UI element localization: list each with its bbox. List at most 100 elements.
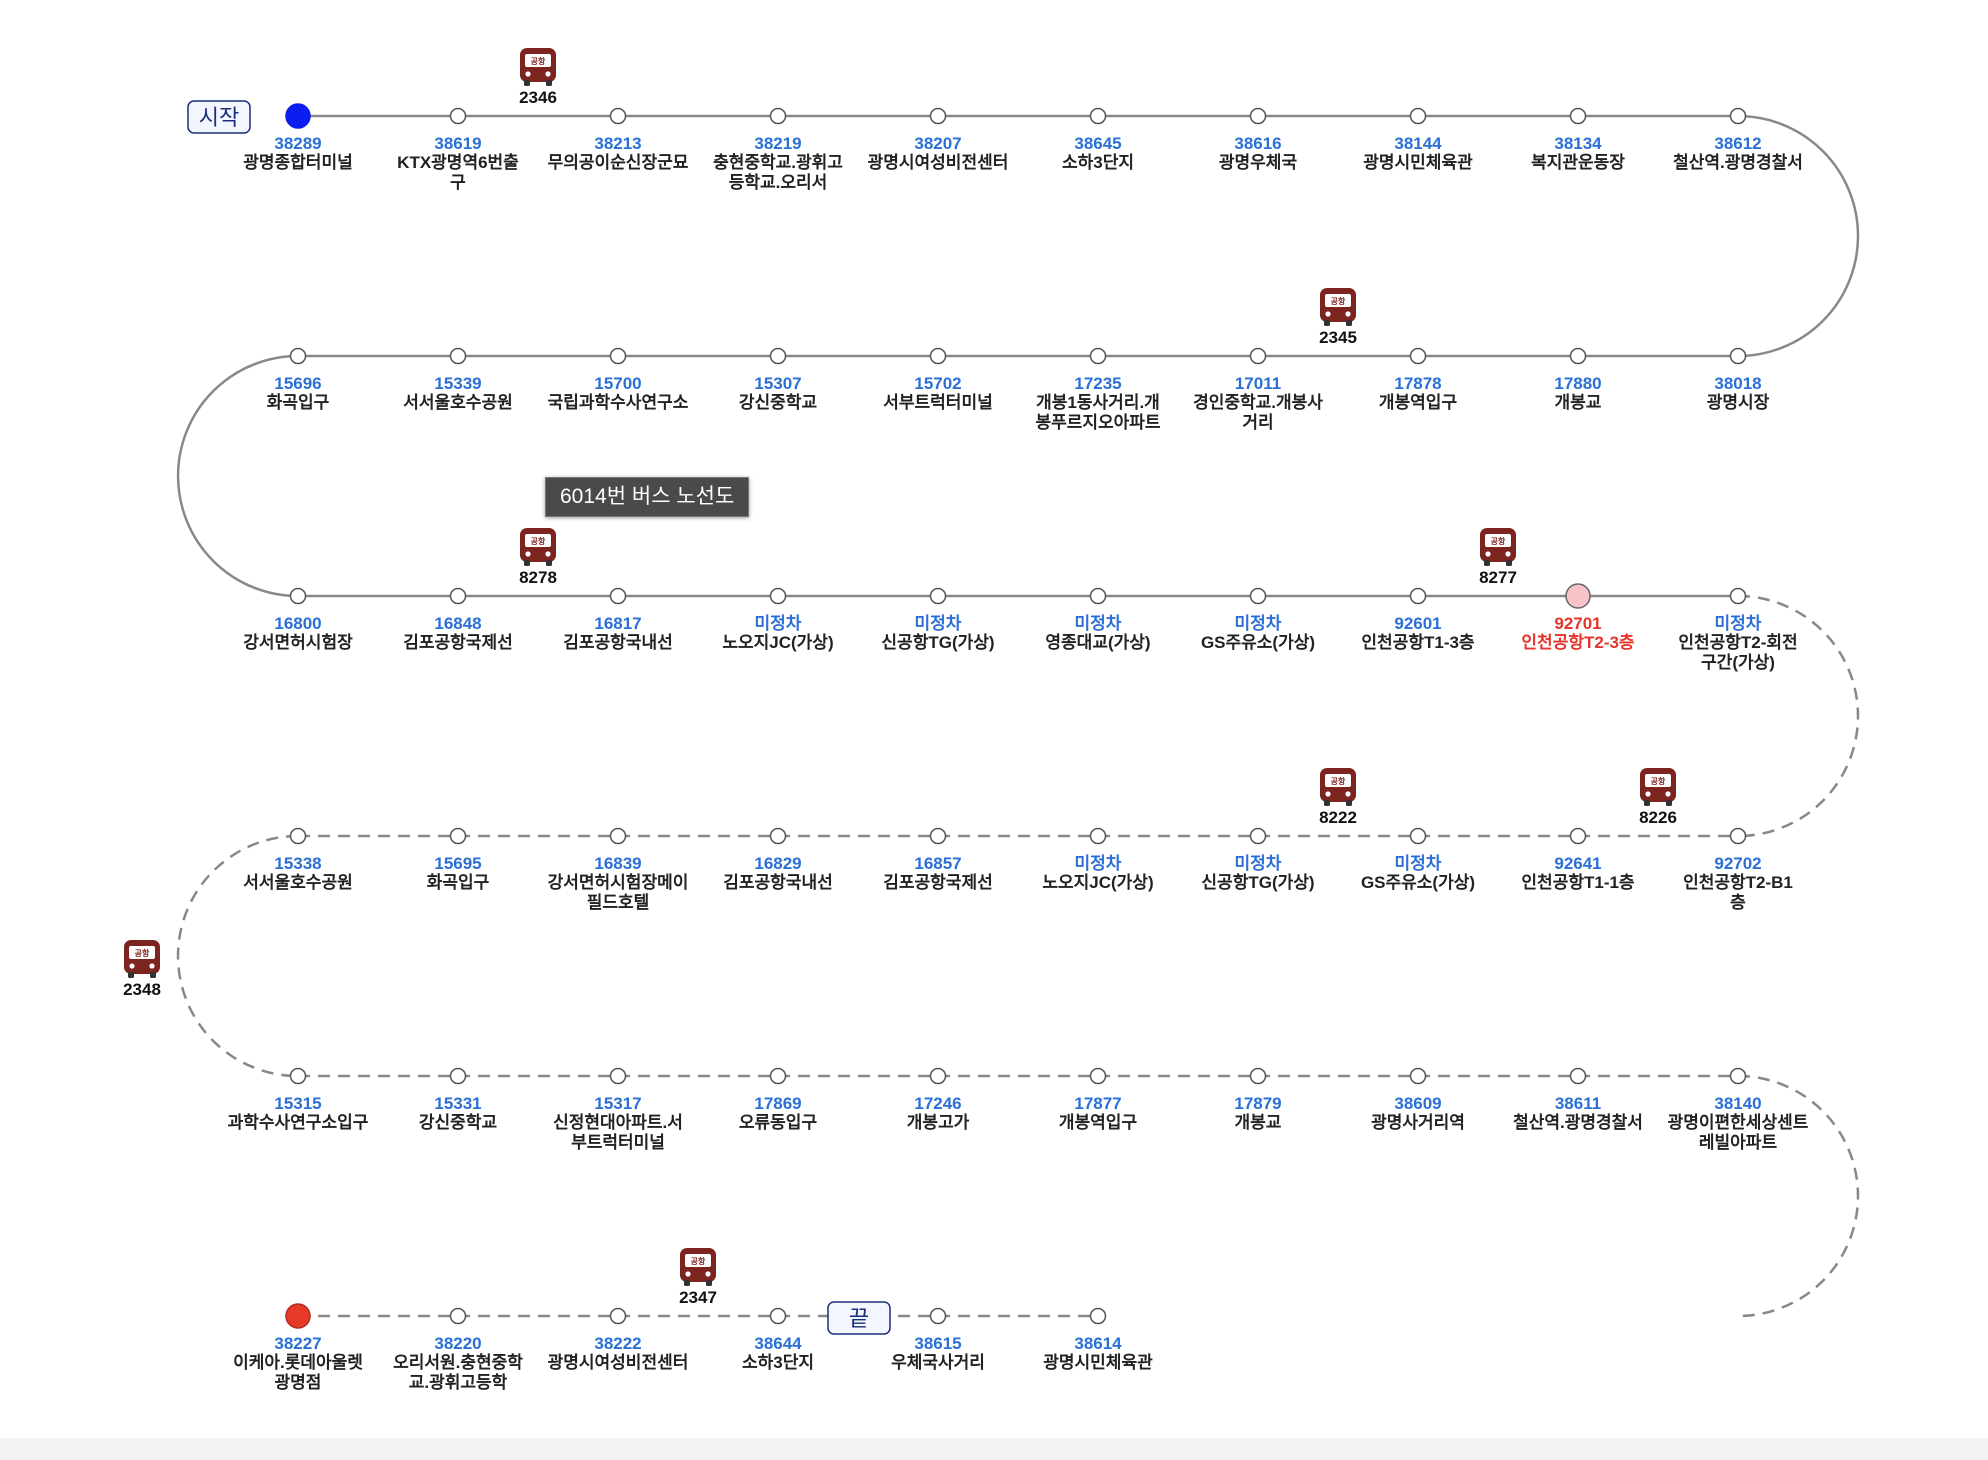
stop-dot[interactable] bbox=[929, 587, 947, 605]
stop-dot[interactable] bbox=[929, 347, 947, 365]
stop-dot[interactable] bbox=[449, 107, 467, 125]
stop-dot[interactable] bbox=[449, 347, 467, 365]
stop-dot[interactable] bbox=[289, 827, 307, 845]
stop-dot[interactable] bbox=[609, 1067, 627, 1085]
bus-marker[interactable]: 공항 8278 bbox=[519, 528, 557, 587]
stop-dot[interactable] bbox=[1249, 587, 1267, 605]
stop-dot[interactable] bbox=[1249, 827, 1267, 845]
stop-dot[interactable] bbox=[609, 107, 627, 125]
stop-dot[interactable] bbox=[769, 827, 787, 845]
stop-dot[interactable] bbox=[769, 1067, 787, 1085]
stop-dot[interactable] bbox=[769, 587, 787, 605]
stop-dot[interactable] bbox=[449, 1067, 467, 1085]
bus-marker[interactable]: 공항 2346 bbox=[519, 48, 557, 107]
stop-dot[interactable] bbox=[449, 587, 467, 605]
bus-marker[interactable]: 공항 8226 bbox=[1639, 768, 1677, 827]
stop-dot[interactable] bbox=[1089, 587, 1107, 605]
stop-dot[interactable] bbox=[1569, 1067, 1587, 1085]
stop-dot[interactable] bbox=[285, 1303, 311, 1329]
stop-dot[interactable] bbox=[929, 827, 947, 845]
stop-dot[interactable] bbox=[1089, 1067, 1107, 1085]
stop-dot[interactable] bbox=[1409, 347, 1427, 365]
stop-dot[interactable] bbox=[1569, 107, 1587, 125]
stop-dot[interactable] bbox=[609, 587, 627, 605]
stop-dot[interactable] bbox=[1729, 587, 1747, 605]
stop-dot[interactable] bbox=[929, 1067, 947, 1085]
stop-dot[interactable] bbox=[1729, 347, 1747, 365]
stop-dot[interactable] bbox=[449, 827, 467, 845]
stop-dot[interactable] bbox=[769, 107, 787, 125]
stop-dot[interactable] bbox=[1729, 827, 1747, 845]
stop-dot[interactable] bbox=[285, 103, 311, 129]
stop-dot[interactable] bbox=[449, 1307, 467, 1325]
stop-dot[interactable] bbox=[1409, 107, 1427, 125]
stop-dot[interactable] bbox=[609, 347, 627, 365]
stop-dot[interactable] bbox=[1565, 583, 1591, 609]
stop-dot[interactable] bbox=[1729, 1067, 1747, 1085]
stop-dot[interactable] bbox=[769, 1307, 787, 1325]
stop-dot[interactable] bbox=[929, 107, 947, 125]
bus-marker[interactable]: 공항 2347 bbox=[679, 1248, 717, 1307]
stop-dot[interactable] bbox=[1409, 827, 1427, 845]
stop-dot[interactable] bbox=[289, 347, 307, 365]
stop-dot[interactable] bbox=[769, 347, 787, 365]
stop-dot[interactable] bbox=[289, 1067, 307, 1085]
stop-dot[interactable] bbox=[1089, 107, 1107, 125]
stop-dot[interactable] bbox=[1569, 827, 1587, 845]
stop-dot[interactable] bbox=[1409, 1067, 1427, 1085]
stop-dot[interactable] bbox=[1729, 107, 1747, 125]
stop-dot[interactable] bbox=[1089, 1307, 1107, 1325]
stop-dot[interactable] bbox=[1249, 107, 1267, 125]
bus-marker[interactable]: 공항 2348 bbox=[123, 940, 161, 999]
bus-marker[interactable]: 공항 8277 bbox=[1479, 528, 1517, 587]
stop-dot[interactable] bbox=[1409, 587, 1427, 605]
stop-dot[interactable] bbox=[1089, 347, 1107, 365]
